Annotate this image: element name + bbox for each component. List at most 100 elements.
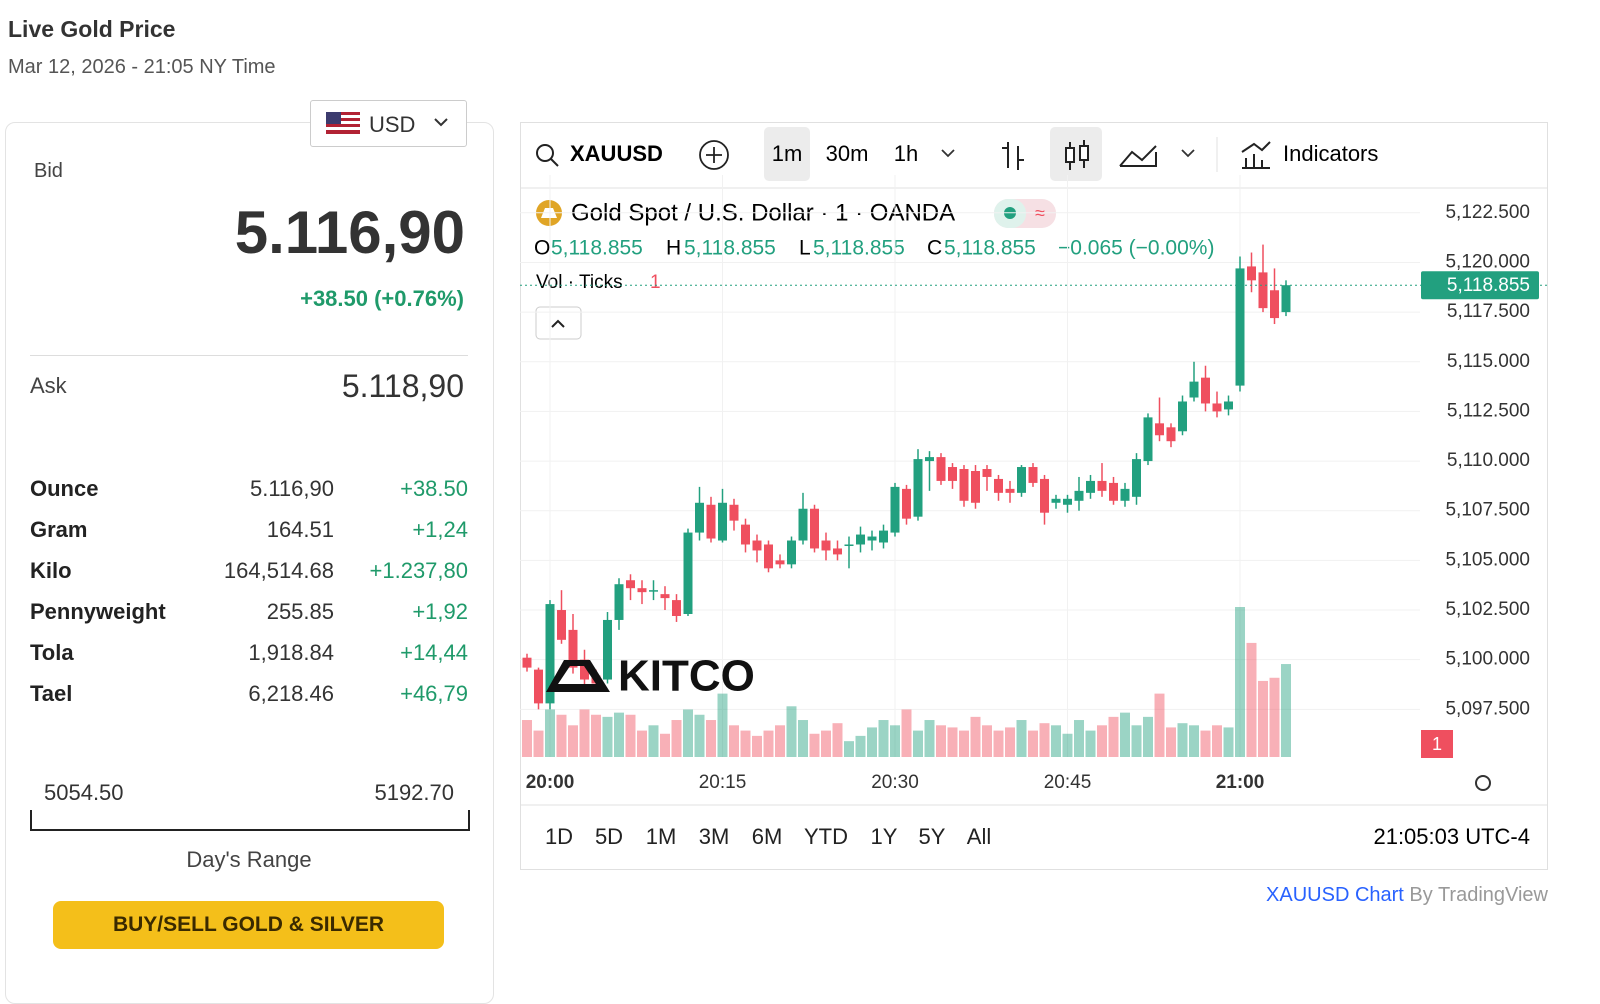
- add-icon: [706, 147, 722, 163]
- candle-body: [994, 478, 1003, 493]
- unit-name: Pennyweight: [30, 599, 166, 624]
- range-high: 5192.70: [374, 780, 454, 805]
- candle-body: [1005, 488, 1015, 493]
- candle-body: [683, 532, 693, 614]
- volume-bar: [1131, 725, 1142, 757]
- volume-bar: [844, 741, 854, 757]
- range-button[interactable]: 1M: [646, 824, 677, 849]
- candle-body: [534, 669, 543, 704]
- unit-change: +46,79: [400, 681, 468, 706]
- candle-body: [867, 536, 877, 541]
- range-button[interactable]: 1D: [545, 824, 573, 849]
- interval[interactable]: 30m: [826, 141, 869, 166]
- ask-label: Ask: [30, 373, 67, 398]
- symbol[interactable]: XAUUSD: [570, 141, 663, 166]
- volume-bar: [1051, 725, 1061, 757]
- candle-body: [1178, 401, 1187, 432]
- volume-bar: [867, 727, 877, 757]
- search-icon: [550, 158, 559, 167]
- volume-bar: [1281, 664, 1291, 757]
- volume-bar: [1108, 716, 1119, 757]
- range-button[interactable]: 3M: [699, 824, 730, 849]
- range-button[interactable]: 1Y: [871, 824, 898, 849]
- unit-row: Tola 1,918.84 +14,44: [30, 640, 468, 670]
- candles-active: [1050, 127, 1102, 181]
- range-button[interactable]: 5Y: [919, 824, 946, 849]
- volume-bar: [1085, 730, 1096, 757]
- candle-body: [1224, 401, 1233, 410]
- legend-value: 5,118.855: [684, 237, 776, 260]
- attribution-text: By TradingView: [1409, 884, 1548, 906]
- indicators-button[interactable]: Indicators: [1283, 141, 1378, 166]
- unit-change: +38.50: [400, 476, 468, 501]
- search-icon[interactable]: [536, 144, 554, 162]
- chevron[interactable]: [941, 149, 955, 158]
- volume-bar: [1166, 727, 1176, 757]
- volume-bar: [1062, 733, 1073, 757]
- range-button[interactable]: 6M: [752, 824, 783, 849]
- candles-icon[interactable]: [1065, 147, 1075, 163]
- volume-bar: [1120, 712, 1130, 757]
- volume-bar: [901, 709, 912, 757]
- range-button[interactable]: All: [967, 824, 991, 849]
- x-tick-label: 21:00: [1216, 772, 1265, 793]
- volume-bar: [1143, 716, 1153, 757]
- area-icon[interactable]: [1119, 145, 1157, 167]
- y-tick-label: 5,107.500: [1445, 500, 1530, 521]
- candle-body: [982, 469, 992, 477]
- volume-bar: [522, 720, 532, 757]
- candle-body: [764, 544, 773, 569]
- candle-body: [752, 540, 762, 551]
- currency-select[interactable]: USD: [310, 100, 467, 147]
- candle-body: [1201, 377, 1210, 404]
- volume-bar: [717, 693, 728, 757]
- add-symbol[interactable]: [699, 140, 729, 170]
- range-button[interactable]: 5D: [595, 824, 623, 849]
- last-price-label: 5,118.855: [1447, 275, 1530, 296]
- candle-body: [1017, 467, 1026, 493]
- flag-icon: [326, 112, 360, 134]
- bars-icon[interactable]: [1002, 142, 1024, 170]
- buy-sell-button[interactable]: BUY/SELL GOLD & SILVER: [53, 901, 444, 949]
- candle-body: [925, 457, 934, 462]
- candle-body: [580, 659, 589, 680]
- bid-change: +38.50 (+0.76%): [300, 286, 464, 311]
- interval[interactable]: 1m: [772, 141, 803, 166]
- settings-icon[interactable]: [1475, 775, 1491, 791]
- volume-bar: [809, 733, 820, 757]
- volume-bar: [545, 709, 555, 757]
- volume-bar: [913, 730, 923, 757]
- interval[interactable]: 1h: [894, 141, 918, 166]
- candle-body: [1189, 381, 1199, 398]
- volume-bar: [798, 720, 808, 757]
- volume-bar: [936, 725, 946, 757]
- candle-body: [1235, 268, 1245, 386]
- volume-bar: [740, 730, 751, 757]
- attribution-link[interactable]: XAUUSD Chart: [1266, 884, 1404, 906]
- bid-label: Bid: [34, 160, 63, 182]
- candle-body: [706, 504, 716, 539]
- unit-name: Gram: [30, 517, 88, 542]
- candle-body: [1258, 272, 1268, 309]
- candle-body: [971, 471, 980, 503]
- chevron[interactable]: [1181, 149, 1195, 158]
- candle-body: [626, 580, 635, 589]
- legend-value: 5,118.855: [551, 237, 643, 260]
- volume-bar: [855, 735, 866, 757]
- indicators-icon: [1241, 141, 1271, 169]
- candle-body: [959, 469, 969, 501]
- unit-row: Kilo 164,514.68 +1.237,80: [30, 558, 468, 588]
- volume-bar: [1154, 693, 1165, 757]
- collapse-button[interactable]: [535, 306, 582, 340]
- candle-body: [649, 590, 658, 592]
- y-tick-label: 5,110.000: [1447, 450, 1530, 471]
- unit-row: Ounce 5.116,90 +38.50: [30, 476, 468, 506]
- range-caption: Day's Range: [186, 847, 312, 872]
- volume-bar: [993, 730, 1004, 757]
- volume-bar: [671, 720, 682, 757]
- volume-bar: [1039, 723, 1050, 757]
- range-button[interactable]: YTD: [804, 824, 848, 849]
- volume-bar: [579, 709, 590, 757]
- volume-bar: [1246, 642, 1257, 757]
- currency-label: USD: [369, 112, 416, 137]
